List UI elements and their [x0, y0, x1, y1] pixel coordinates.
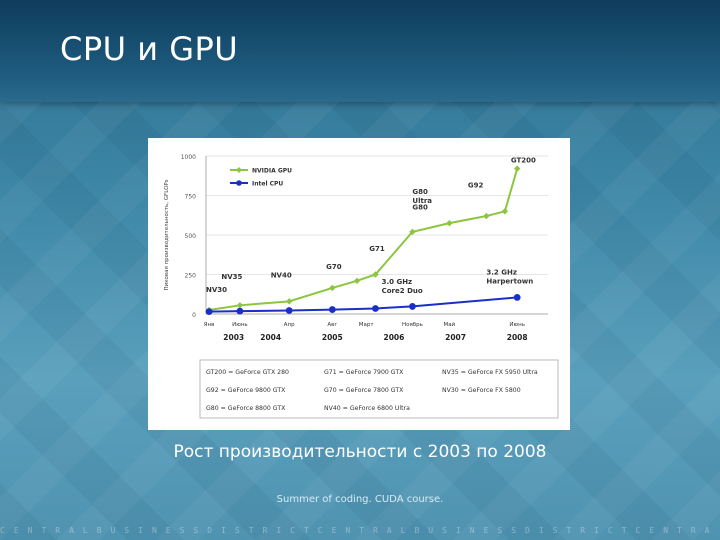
x-year-label: 2006 [384, 333, 405, 342]
y-tick-label: 500 [185, 233, 197, 240]
gpu-point [513, 165, 521, 172]
gpu-point [446, 219, 453, 227]
annotation-label: G71 [369, 245, 385, 253]
legend-label: Intel CPU [252, 181, 283, 188]
x-year-label: 2005 [322, 333, 343, 342]
series-line-gpu [208, 168, 519, 312]
legend: NVIDIA GPU Intel CPU [230, 167, 292, 188]
legend-marker [236, 167, 242, 173]
table-cell: NV35 = GeForce FX 5950 Ultra [442, 369, 538, 376]
table-cell: G71 = GeForce 7900 GTX [324, 369, 404, 376]
y-tick-label: 750 [185, 194, 197, 201]
y-axis: 0 250 500 750 1000 Пиковая производительность… [164, 154, 207, 319]
annotation-line: Core2 Duo [382, 287, 423, 295]
slide-title: CPU и GPU [60, 30, 239, 68]
x-month-label: Июнь [232, 322, 248, 328]
x-year-label: 2008 [507, 333, 528, 342]
x-month-label: Июнь [509, 322, 525, 328]
gpu-point [236, 302, 244, 309]
legend-label: NVIDIA GPU [252, 168, 292, 175]
title-bar [0, 0, 720, 102]
x-month-label: Апр [284, 322, 295, 328]
annotation-line: Ultra [412, 197, 432, 205]
series-lines [205, 165, 521, 316]
slide-footer: Summer of coding. CUDA course. [276, 494, 444, 505]
annotation-line: 3.0 GHz [382, 278, 413, 286]
chart-panel: 0 250 500 750 1000 Пиковая производительность… [148, 138, 570, 430]
annotation-line: 3.2 GHz [486, 269, 517, 277]
gpu-table: GT200 = GeForce GTX 280 G71 = GeForce 790… [199, 359, 559, 419]
annotation-label: G70 [326, 263, 342, 271]
cpu-point [372, 305, 379, 312]
gpu-point [501, 208, 509, 215]
table-cell: G70 = GeForce 7800 GTX [324, 387, 404, 394]
table-cell: G80 = GeForce 8800 GTX [206, 405, 286, 412]
performance-chart: 0 250 500 750 1000 Пиковая производительность… [164, 154, 559, 419]
annotation-label: NV35 [221, 273, 242, 281]
x-month-label: Ноябрь [402, 322, 423, 328]
gpu-point [372, 271, 379, 278]
x-month-label: Янв [204, 322, 215, 328]
x-year-label: 2007 [445, 333, 466, 342]
cpu-point [409, 303, 416, 310]
annotation-label: NV30 [206, 286, 227, 294]
cpu-point [236, 307, 244, 315]
cpu-point [205, 308, 213, 316]
x-year-label: 2003 [223, 333, 244, 342]
y-tick-label: 0 [192, 312, 196, 319]
gpu-point [329, 284, 336, 292]
x-month-label: Авг [327, 322, 337, 328]
annotation-label: 3.2 GHz Harpertown [486, 269, 533, 286]
y-tick-label: 1000 [181, 154, 196, 161]
annotation-label: G92 [468, 182, 484, 190]
cpu-point [513, 294, 521, 301]
table-border [199, 359, 559, 419]
gpu-point [285, 298, 293, 305]
table-cell: NV40 = GeForce 6800 Ultra [324, 405, 410, 412]
table-cell: GT200 = GeForce GTX 280 [206, 369, 289, 376]
annotation-label: G80 [412, 204, 428, 212]
x-month-label: Май [444, 321, 456, 328]
y-axis-label: Пиковая производительность, GFLOPs [164, 179, 170, 290]
x-month-label: Март [359, 322, 375, 328]
table-cell: NV30 = GeForce FX 5800 [442, 387, 521, 394]
annotation-label: GT200 [511, 156, 536, 164]
cpu-point [328, 306, 336, 313]
x-axis: Янв Июнь Апр Авг Март Ноябрь Май Июнь 2003 2004 20… [204, 313, 548, 342]
x-year-label: 2004 [260, 333, 281, 342]
y-tick-label: 250 [185, 273, 197, 280]
cpu-point [285, 307, 293, 314]
bottom-strip-text: CENTRALBUSINESSDISTRICTCENTRALBUSINESSDI… [0, 526, 719, 535]
gpu-point [483, 212, 490, 220]
slide-caption: Рост производительности с 2003 по 2008 [173, 442, 547, 462]
annotation-label: 3.0 GHz Core2 Duo [382, 278, 423, 295]
gpu-point [353, 277, 361, 285]
table-cell: G92 = GeForce 9800 GTX [206, 387, 286, 394]
annotation-line: Harpertown [486, 278, 533, 286]
annotation-label: NV40 [271, 272, 292, 280]
annotation-label: G80 Ultra [412, 188, 432, 205]
legend-marker [236, 180, 242, 186]
annotation-line: G80 [412, 188, 428, 196]
